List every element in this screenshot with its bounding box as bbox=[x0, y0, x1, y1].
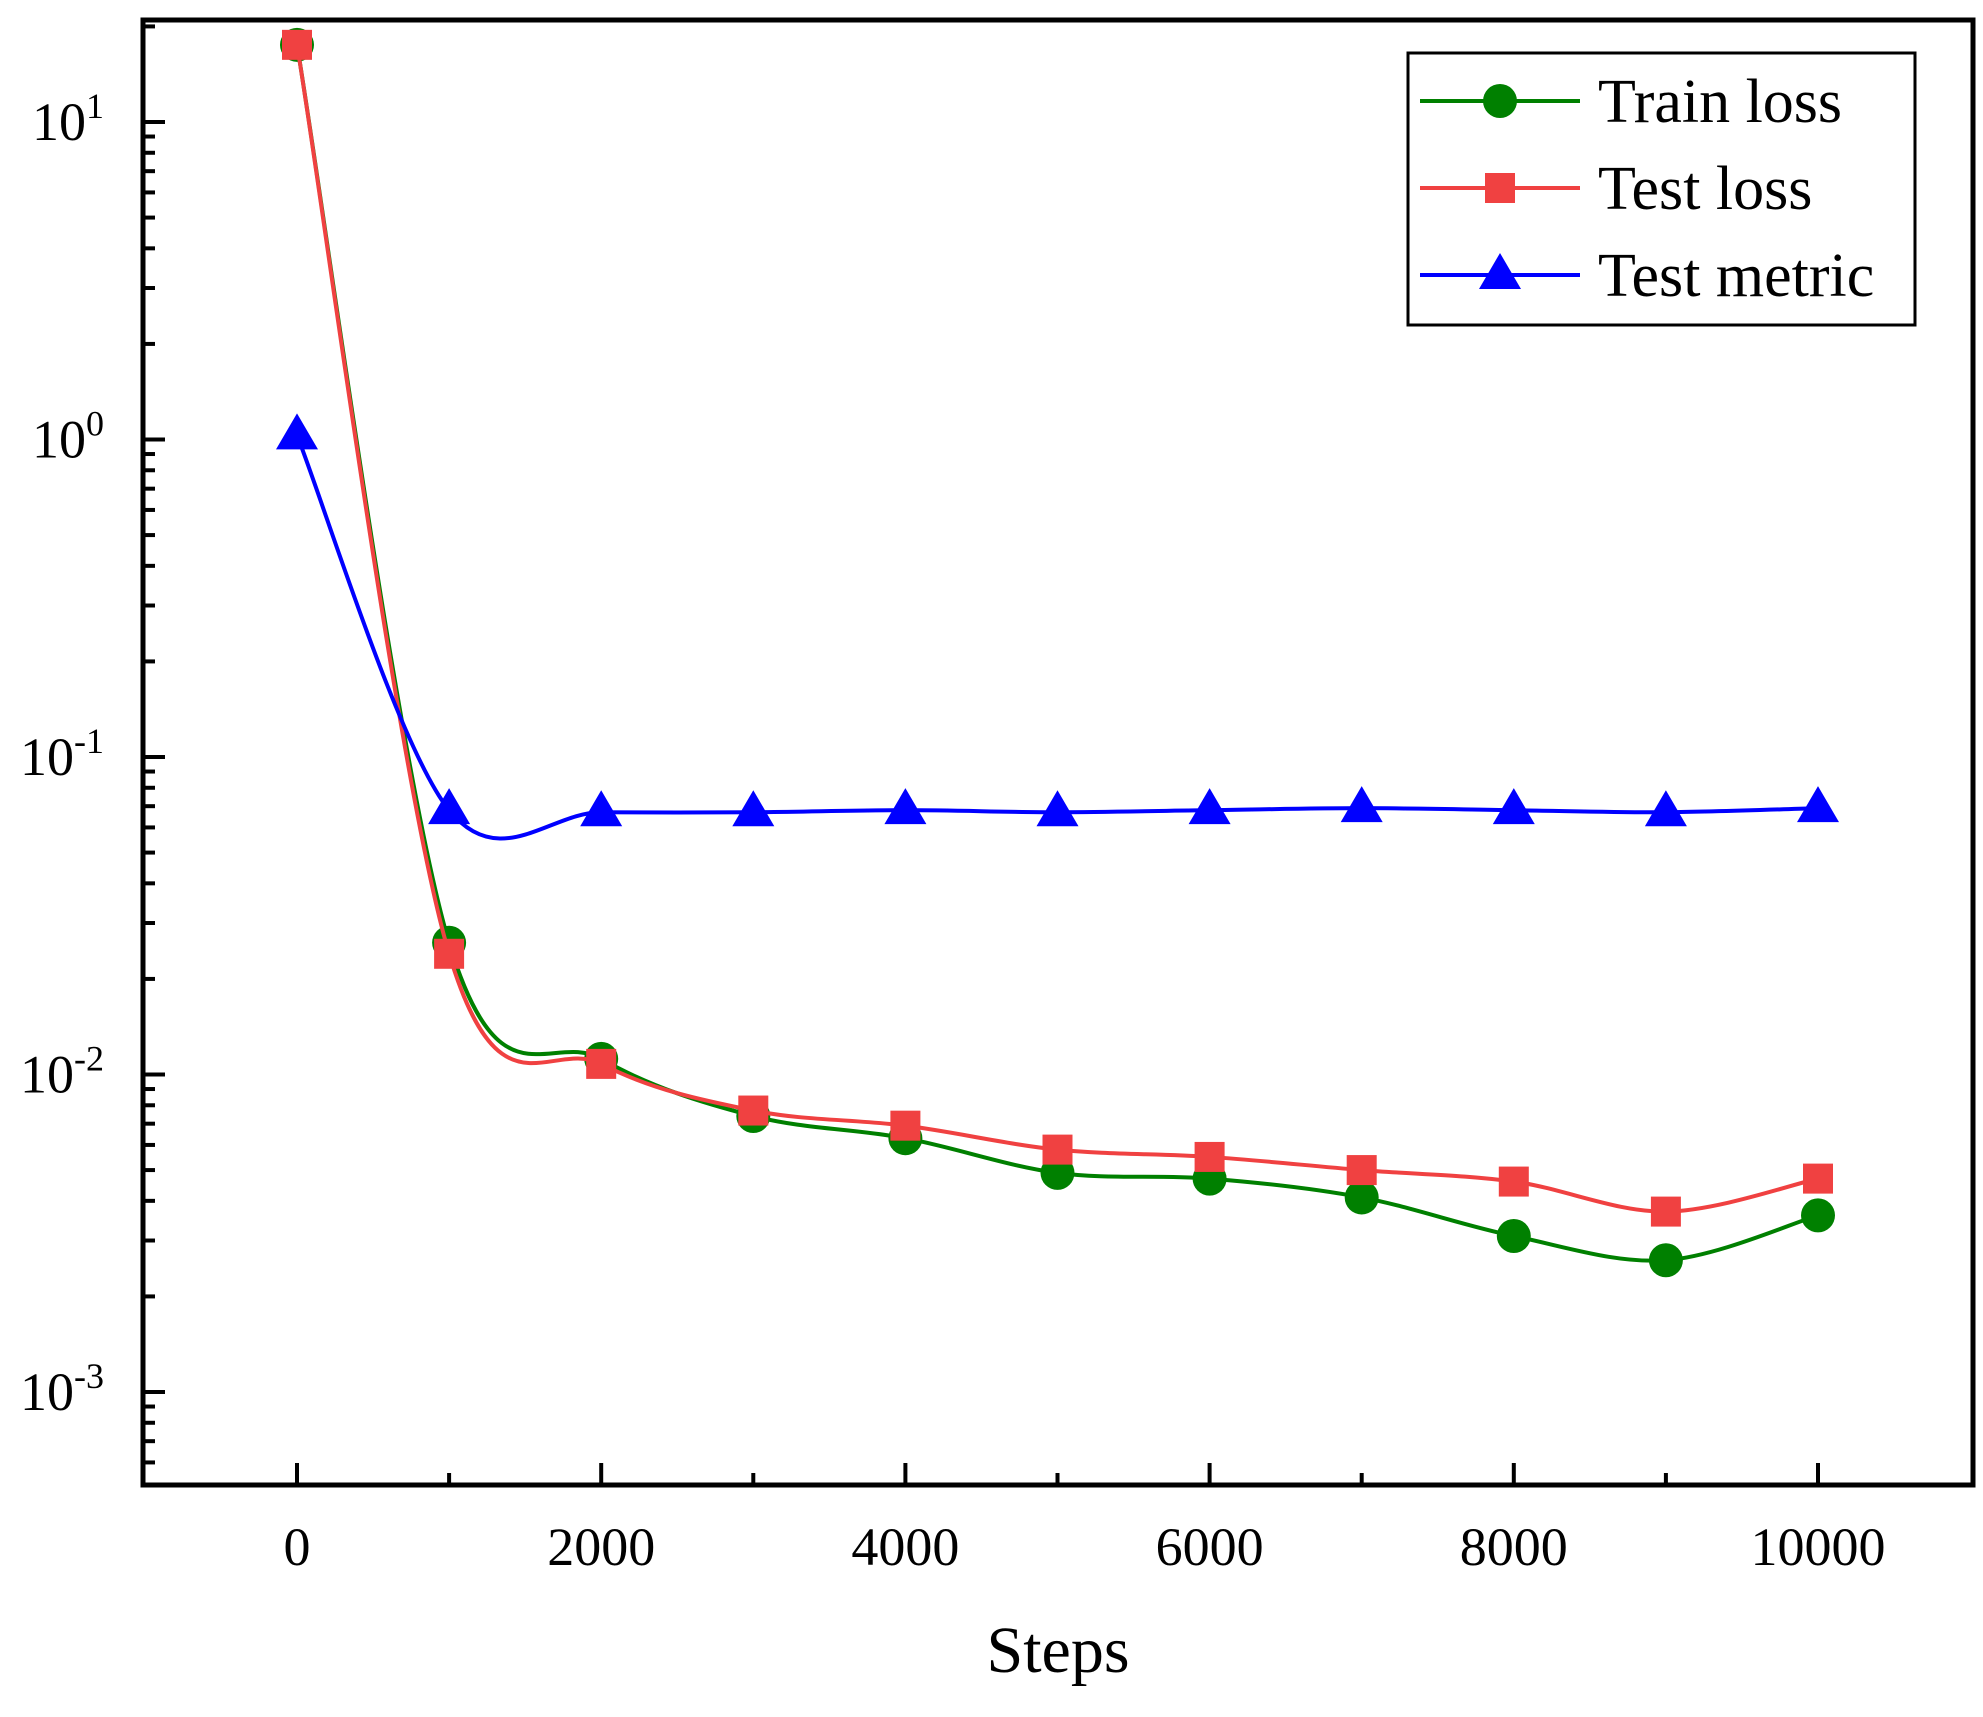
y-tick-label: 10-3 bbox=[20, 1356, 104, 1422]
legend-marker bbox=[1483, 84, 1517, 118]
data-point bbox=[1194, 1141, 1225, 1172]
data-point bbox=[282, 29, 312, 60]
data-point bbox=[586, 1048, 617, 1079]
x-tick-label: 10000 bbox=[1751, 1517, 1886, 1577]
x-tick-label: 2000 bbox=[547, 1517, 655, 1577]
legend-marker bbox=[1479, 253, 1521, 289]
legend-label: Test metric bbox=[1598, 242, 1874, 310]
y-tick-label: 100 bbox=[32, 404, 104, 470]
series-layer bbox=[276, 27, 1839, 1278]
data-point bbox=[890, 1110, 921, 1141]
data-point bbox=[1042, 1134, 1073, 1165]
data-point bbox=[1644, 790, 1687, 827]
data-point bbox=[1340, 786, 1383, 823]
y-tick-label: 101 bbox=[32, 86, 104, 152]
data-point bbox=[276, 413, 318, 450]
data-point bbox=[1498, 1166, 1529, 1197]
series-test-loss bbox=[282, 29, 1833, 1227]
data-point bbox=[1648, 1243, 1683, 1278]
data-point bbox=[1801, 1198, 1835, 1233]
data-point bbox=[884, 788, 927, 825]
data-point bbox=[738, 1095, 769, 1126]
data-point bbox=[428, 788, 471, 825]
x-tick-label: 0 bbox=[284, 1517, 311, 1577]
y-tick-label: 10-1 bbox=[20, 721, 104, 787]
data-point bbox=[1797, 786, 1839, 823]
x-tick-label: 8000 bbox=[1460, 1517, 1568, 1577]
legend: Train loss Test loss Test metric bbox=[1406, 51, 1917, 327]
legend-label: Train loss bbox=[1598, 68, 1842, 136]
series-test-metric bbox=[276, 413, 1839, 841]
x-tick-label: 4000 bbox=[851, 1517, 959, 1577]
x-tick-label: 6000 bbox=[1156, 1517, 1264, 1577]
data-point bbox=[1346, 1155, 1377, 1186]
data-point bbox=[732, 790, 775, 827]
data-point bbox=[1036, 790, 1079, 827]
legend-label: Test loss bbox=[1598, 155, 1812, 223]
series-line bbox=[295, 434, 1819, 841]
data-point bbox=[1496, 1218, 1531, 1253]
y-tick-label: 10-2 bbox=[20, 1039, 104, 1105]
legend-marker bbox=[1485, 173, 1515, 203]
x-axis-ticks: 0 2000 4000 6000 8000 10000 bbox=[284, 1463, 1886, 1577]
y-axis-ticks: 101 100 10-1 10-2 10-3 bbox=[20, 24, 165, 1465]
data-point bbox=[580, 790, 623, 827]
data-point bbox=[1188, 788, 1231, 825]
x-axis-title: Steps bbox=[986, 1614, 1129, 1687]
data-point bbox=[1803, 1163, 1833, 1194]
data-point bbox=[434, 938, 465, 969]
data-point bbox=[1344, 1180, 1379, 1215]
data-point bbox=[1650, 1196, 1681, 1227]
data-point bbox=[1492, 788, 1535, 825]
